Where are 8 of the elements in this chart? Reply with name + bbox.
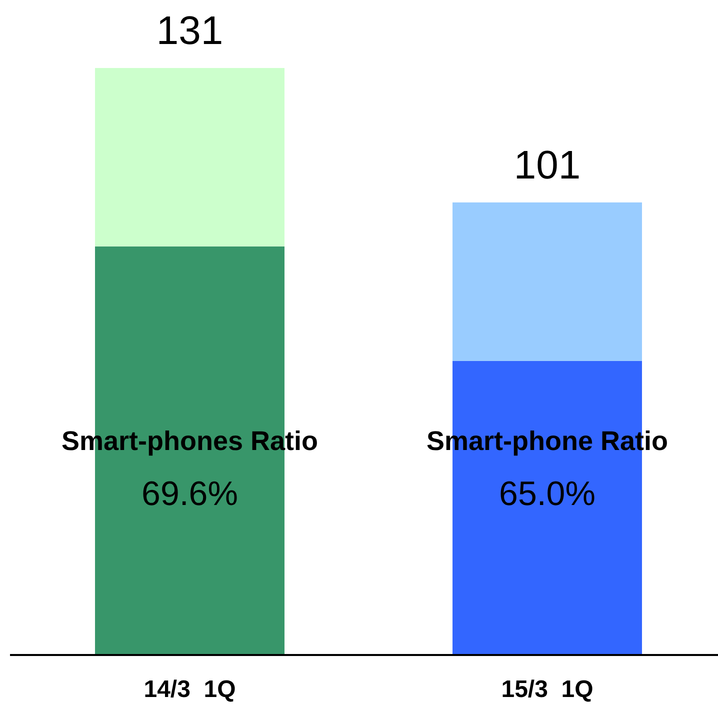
annotation: 69.6% — [142, 475, 238, 513]
x-tick-label: 14/3 1Q — [144, 676, 236, 703]
annotation: 101 — [514, 143, 581, 188]
bar — [452, 202, 642, 361]
x-tick-label: 15/3 1Q — [501, 676, 594, 703]
bar — [95, 68, 284, 246]
annotation: 65.0% — [499, 475, 596, 513]
text: 131 — [156, 9, 224, 53]
